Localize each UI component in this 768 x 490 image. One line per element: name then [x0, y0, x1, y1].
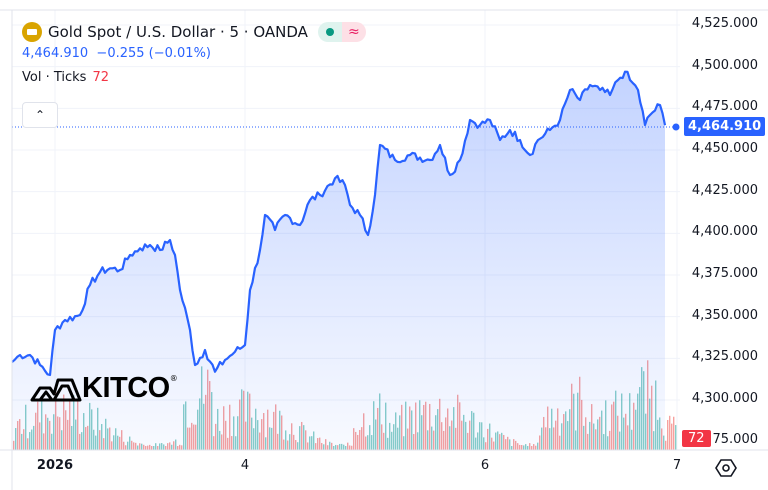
y-tick-label: 4,400.000 — [691, 224, 758, 240]
y-tick-label: 4,450.000 — [691, 141, 758, 156]
x-tick-label: 2026 — [36, 458, 74, 473]
price-area-fill — [12, 71, 665, 450]
y-tick-label: 4,475.000 — [691, 99, 758, 115]
kitco-logo: KITCO ® — [30, 372, 178, 405]
volume-bar — [669, 415, 671, 450]
y-tick-label: 4,325.000 — [691, 349, 758, 365]
kitco-bar-icon — [30, 378, 82, 401]
last-price-tag: 4,464.910 — [684, 117, 766, 136]
x-tick-label: 4 — [240, 458, 250, 473]
volume-bar — [667, 419, 669, 450]
symbol-title[interactable]: Gold Spot / U.S. Dollar · 5 · OANDA — [48, 23, 308, 41]
last-price-dot — [672, 123, 680, 131]
y-tick-label: 4,425.000 — [691, 182, 758, 198]
volume-bar — [673, 416, 675, 450]
volume-axis-label: 75.000 — [712, 432, 759, 447]
market-open-icon[interactable] — [317, 22, 342, 42]
x-tick-label: 7 — [672, 458, 682, 473]
volume-bar — [675, 425, 677, 450]
price-line — [11, 70, 667, 377]
volume-label: Vol · Ticks — [22, 70, 87, 85]
gold-symbol-icon — [22, 22, 42, 42]
y-tick-label: 4,375.000 — [691, 266, 758, 281]
volume-bar — [671, 423, 673, 450]
collapse-legend-button[interactable]: ⌃ — [22, 102, 58, 128]
volume-bar — [665, 440, 667, 450]
x-tick-label: 6 — [480, 458, 490, 473]
kitco-wordmark: KITCO — [82, 372, 170, 404]
chart-legend: Gold Spot / U.S. Dollar · 5 · OANDA ≈ 4,… — [22, 20, 366, 90]
price-change: 4,464.910 −0.255 (−0.01%) — [22, 46, 212, 61]
volume-value: 72 — [92, 70, 109, 85]
volume-tag: 72 — [682, 430, 711, 447]
approx-data-icon[interactable]: ≈ — [341, 22, 366, 42]
y-tick-label: 4,500.000 — [691, 57, 758, 73]
settings-icon[interactable] — [715, 457, 737, 479]
y-tick-label: 4,350.000 — [691, 307, 758, 323]
y-tick-label: 4,525.000 — [691, 16, 758, 31]
y-tick-label: 4,300.000 — [691, 391, 758, 406]
chevron-up-icon: ⌃ — [34, 108, 46, 122]
